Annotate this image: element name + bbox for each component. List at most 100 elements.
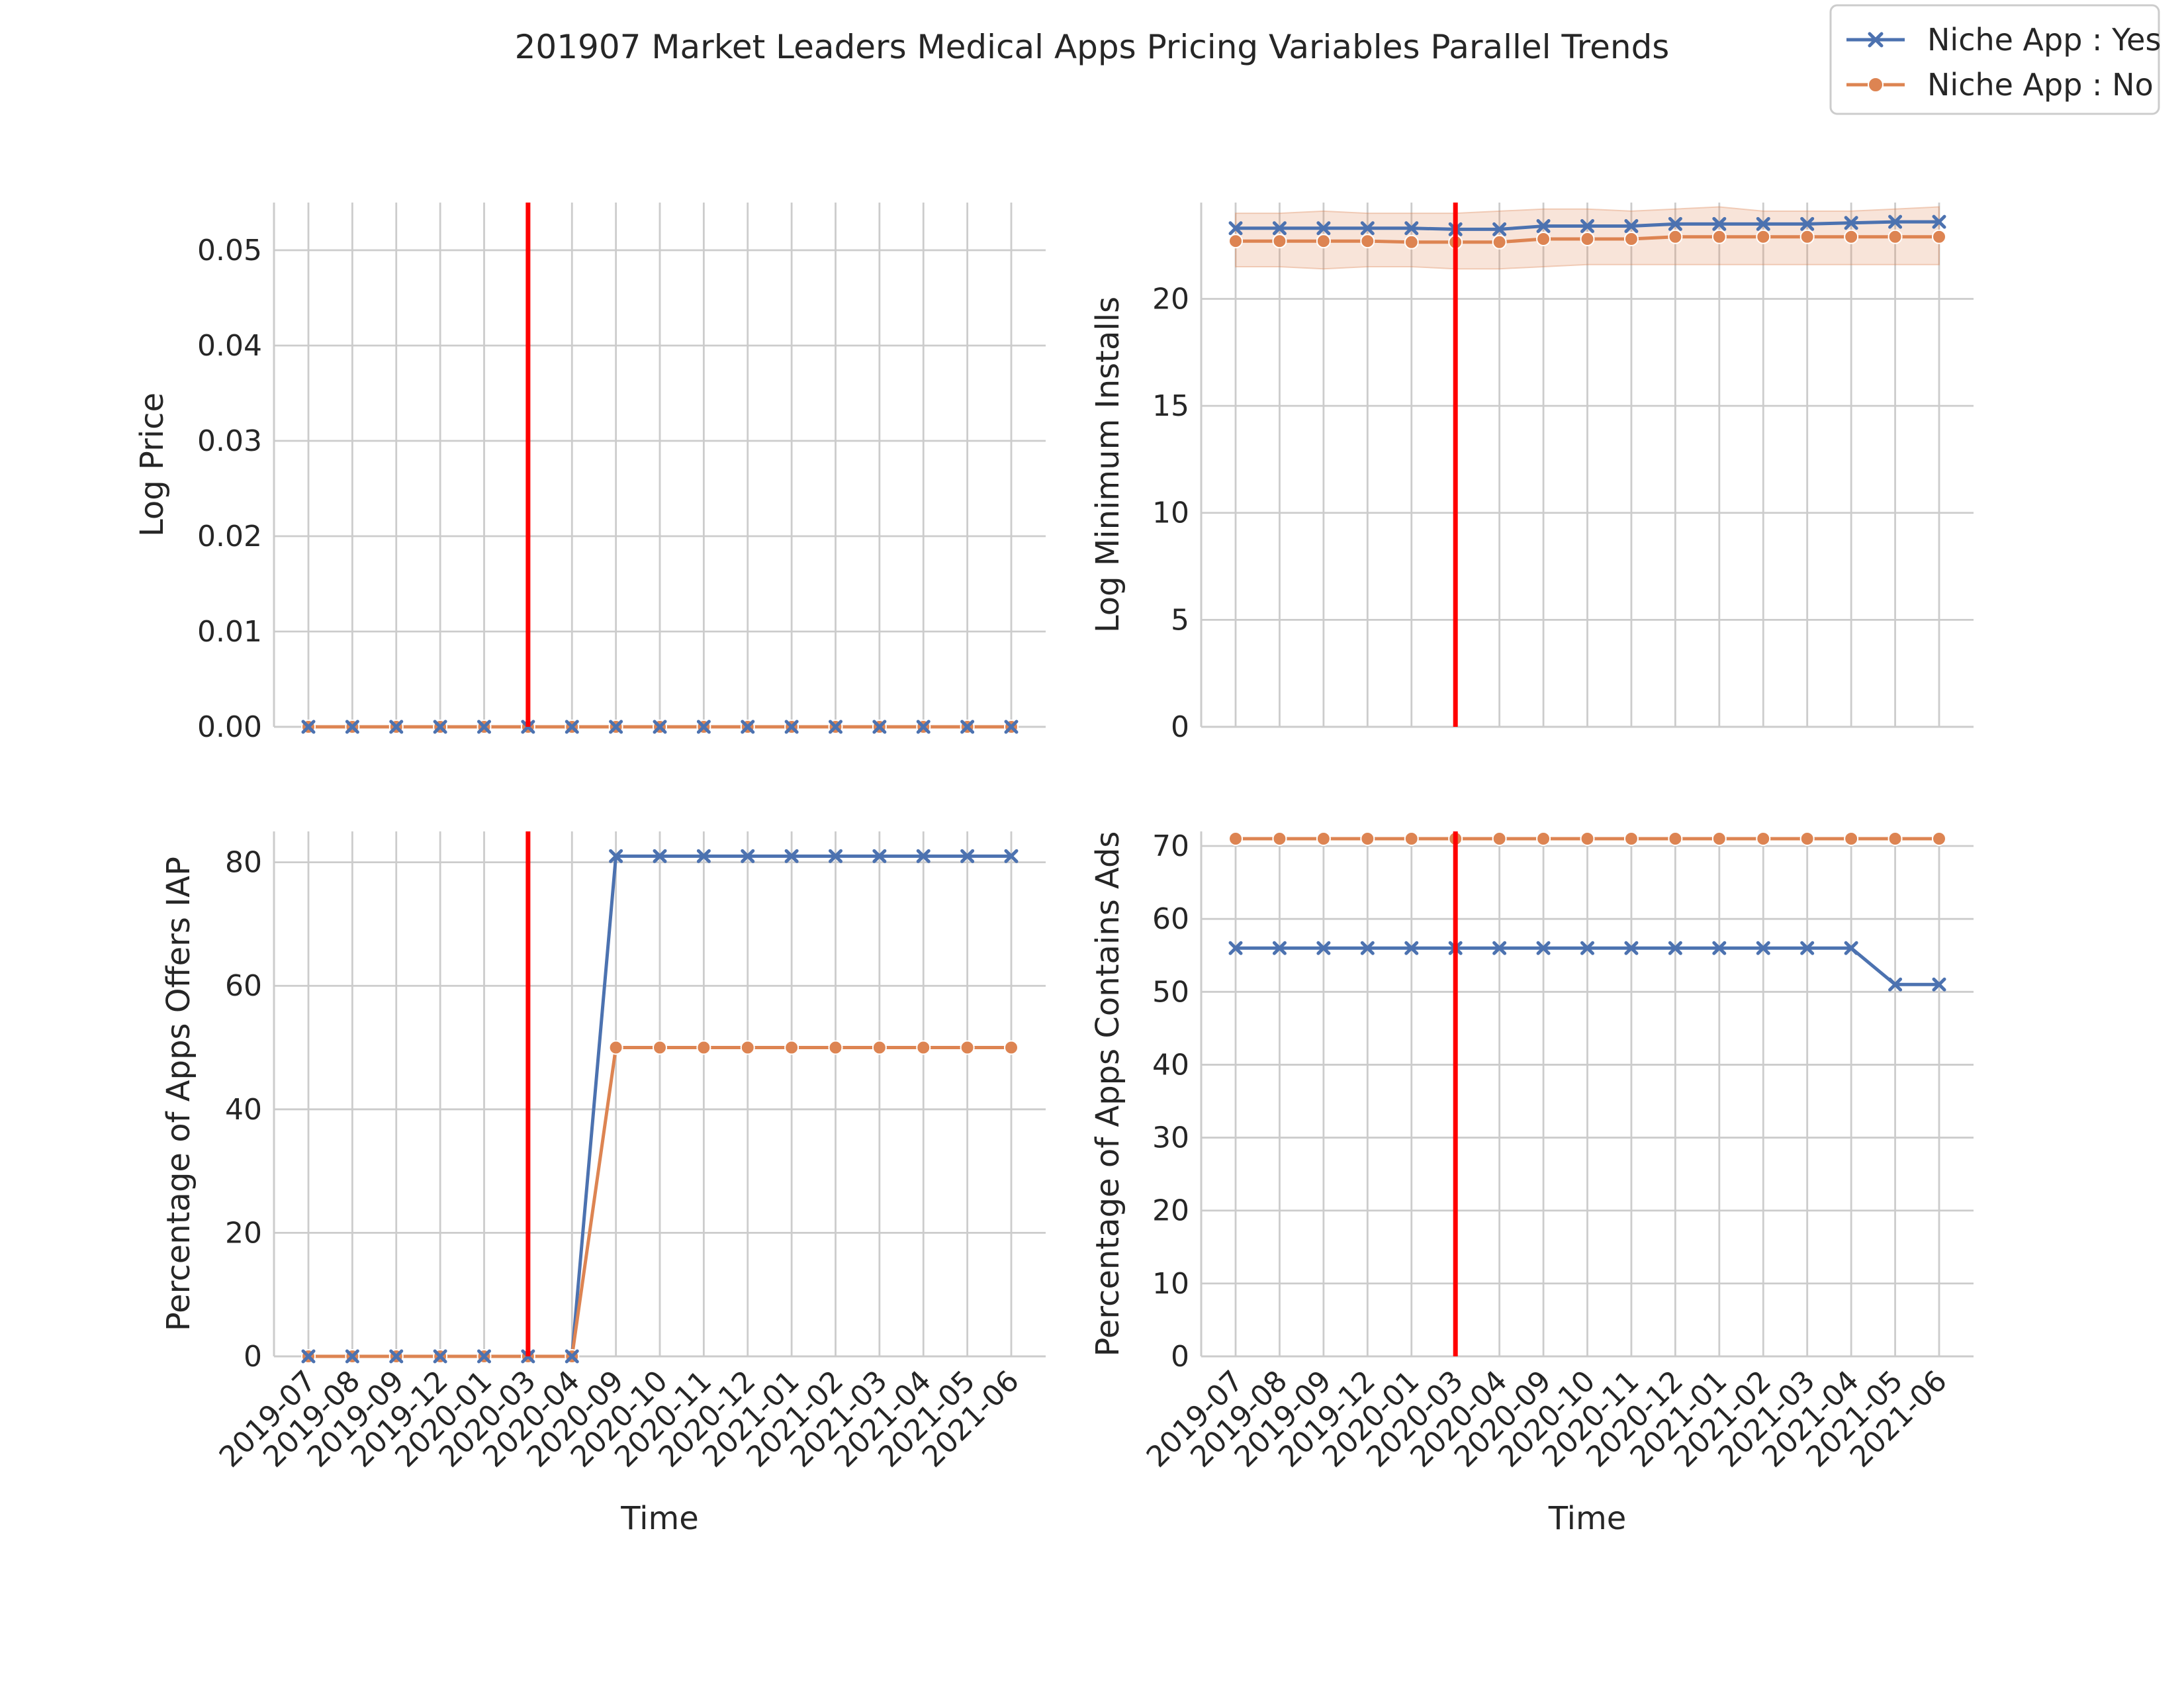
data-point-yes xyxy=(916,720,931,734)
legend-o-marker xyxy=(1868,77,1884,93)
data-point-yes xyxy=(433,720,447,734)
panel-top-left: 0.00 0.01 0.02 0.03 0.04 0.05 Log Price xyxy=(134,203,1046,744)
data-point-yes xyxy=(345,720,359,734)
data-point-yes xyxy=(1404,221,1419,236)
data-point-yes xyxy=(1624,219,1639,234)
data-point-yes xyxy=(784,849,799,863)
data-point-no xyxy=(1316,831,1331,847)
y-tick-label: 30 xyxy=(1152,1121,1189,1155)
y-tick-label: 40 xyxy=(225,1093,262,1127)
data-point-yes xyxy=(1316,221,1331,236)
figure-title: 201907 Market Leaders Medical Apps Prici… xyxy=(515,28,1670,66)
data-point-yes xyxy=(301,720,316,734)
y-tick-label: 15 xyxy=(1152,389,1189,423)
data-point-yes xyxy=(1712,216,1727,231)
data-point-no xyxy=(1316,234,1331,249)
data-point-yes xyxy=(1404,941,1419,955)
data-point-yes xyxy=(1624,941,1639,955)
legend-label-no: Niche App : No xyxy=(1927,67,2154,103)
y-tick-label: 0.02 xyxy=(197,520,262,553)
x-axis-label: Time xyxy=(620,1500,698,1537)
data-point-yes xyxy=(301,1349,316,1364)
data-point-yes xyxy=(1272,221,1287,236)
data-point-yes xyxy=(565,720,579,734)
legend-x-marker xyxy=(1868,32,1884,48)
y-tick-label: 0 xyxy=(244,1340,262,1374)
legend: Niche App : Yes Niche App : No xyxy=(1829,4,2161,115)
data-point-no xyxy=(784,1040,799,1055)
data-point-yes xyxy=(784,720,799,734)
y-axis-label: Percentage of Apps Contains Ads xyxy=(1089,831,1126,1357)
data-point-yes xyxy=(477,720,491,734)
y-axis-label: Percentage of Apps Offers IAP xyxy=(160,857,197,1331)
data-point-yes xyxy=(1932,214,1946,229)
data-point-yes xyxy=(389,1349,404,1364)
data-point-yes xyxy=(1360,221,1375,236)
data-point-no xyxy=(828,1040,843,1055)
data-point-yes xyxy=(696,849,711,863)
data-point-yes xyxy=(653,720,667,734)
y-tick-label: 0 xyxy=(1171,710,1189,744)
data-point-no xyxy=(1272,234,1287,249)
y-tick-label: 80 xyxy=(225,846,262,880)
legend-frame xyxy=(1829,4,2160,115)
data-point-no xyxy=(1844,229,1859,244)
data-point-no xyxy=(1492,831,1507,847)
data-point-yes xyxy=(1668,941,1682,955)
data-point-yes xyxy=(1844,941,1858,955)
legend-marker-yes xyxy=(1868,32,1884,48)
data-point-yes xyxy=(696,720,711,734)
y-tick-label: 0.05 xyxy=(197,234,262,267)
y-tick-label: 10 xyxy=(1152,496,1189,530)
data-point-yes xyxy=(1360,941,1375,955)
data-point-yes xyxy=(1888,214,1903,229)
data-point-no xyxy=(1492,234,1507,250)
data-point-no xyxy=(916,1040,931,1055)
data-point-yes xyxy=(1492,941,1507,955)
data-point-yes xyxy=(1536,219,1551,234)
data-point-no xyxy=(1404,234,1419,250)
data-point-yes xyxy=(916,849,931,863)
panels: 0.00 0.01 0.02 0.03 0.04 0.05 Log Price 0 5 10 15 2… xyxy=(134,203,1974,1537)
y-tick-label: 20 xyxy=(1152,1194,1189,1228)
data-point-yes xyxy=(1712,941,1727,955)
data-point-yes xyxy=(1756,216,1770,231)
legend-label-yes: Niche App : Yes xyxy=(1927,22,2161,58)
data-point-no xyxy=(1844,831,1859,847)
data-point-yes xyxy=(1228,941,1243,955)
data-point-no xyxy=(653,1040,667,1055)
data-point-yes xyxy=(829,720,842,734)
data-point-no xyxy=(1580,231,1595,246)
data-point-yes xyxy=(1800,941,1815,955)
y-tick-label: 0.03 xyxy=(197,424,262,458)
data-point-no xyxy=(1711,229,1727,244)
data-point-no xyxy=(1799,831,1815,847)
data-point-yes xyxy=(609,849,623,863)
y-tick-label: 60 xyxy=(225,969,262,1003)
data-point-no xyxy=(608,1040,623,1055)
data-point-yes xyxy=(1932,977,1946,992)
data-point-yes xyxy=(1316,941,1331,955)
data-point-yes xyxy=(1888,977,1903,992)
y-tick-label: 60 xyxy=(1152,902,1189,936)
data-point-yes xyxy=(1580,219,1594,234)
y-tick-label: 50 xyxy=(1152,975,1189,1009)
data-point-no xyxy=(1888,229,1903,244)
data-point-no xyxy=(872,1040,887,1055)
data-point-yes xyxy=(872,849,887,863)
data-point-no xyxy=(1404,831,1419,847)
y-axis-label: Log Minimum Installs xyxy=(1089,297,1126,633)
data-point-yes xyxy=(1536,941,1551,955)
data-point-yes xyxy=(960,849,975,863)
y-tick-label: 0.04 xyxy=(197,329,262,363)
x-axis-label: Time xyxy=(1548,1500,1626,1537)
data-point-yes xyxy=(1756,941,1770,955)
y-tick-label: 20 xyxy=(225,1216,262,1250)
data-point-no xyxy=(1932,229,1946,244)
data-point-yes xyxy=(829,849,842,863)
data-point-yes xyxy=(1580,941,1594,955)
data-point-yes xyxy=(609,720,623,734)
data-point-no xyxy=(1756,831,1771,847)
y-tick-label: 20 xyxy=(1152,282,1189,316)
